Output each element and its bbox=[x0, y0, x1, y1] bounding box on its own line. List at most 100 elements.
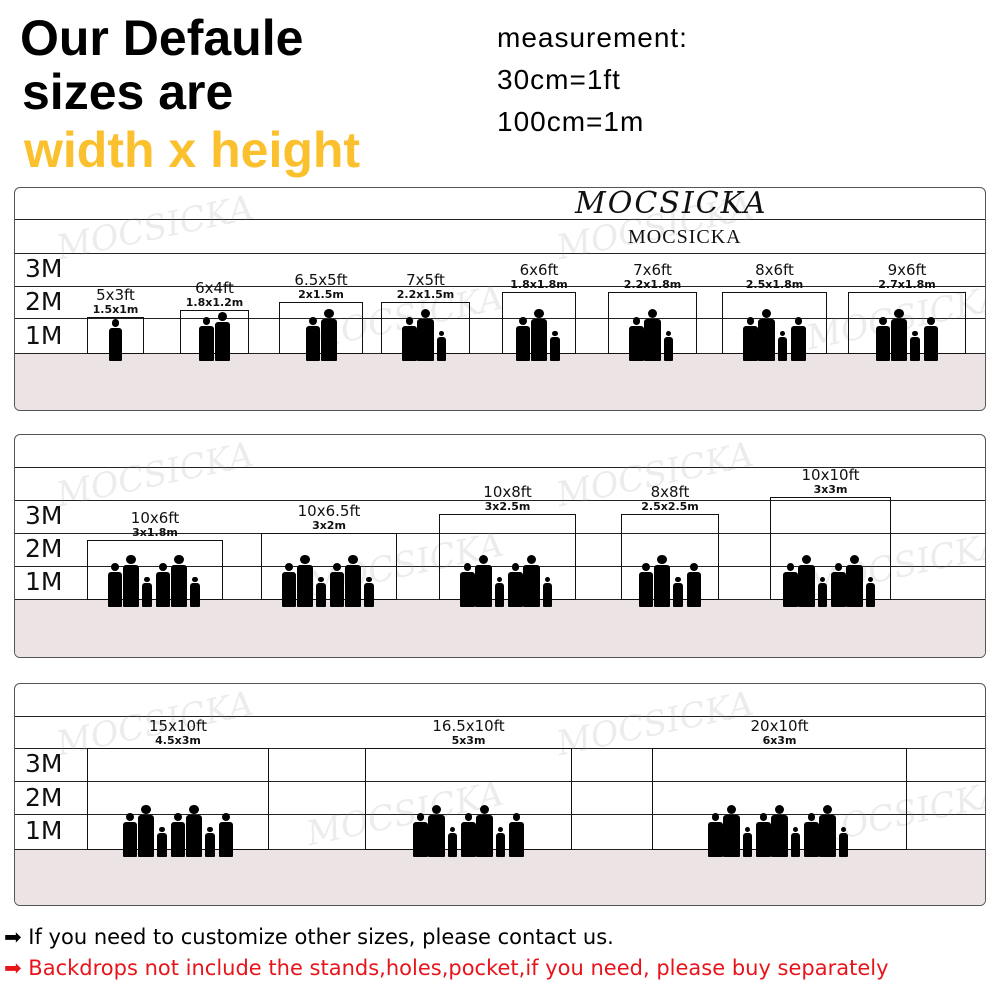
grid-line bbox=[15, 781, 985, 782]
note-text: If you need to customize other sizes, pl… bbox=[28, 925, 614, 949]
height-label-3m: 3M bbox=[25, 749, 63, 778]
person-silhouette bbox=[137, 805, 155, 857]
size-panel-2: 3M 2M 1M MOCSICKA MOCSICKA MOCSICKA MOCSICKA 10… bbox=[14, 434, 986, 658]
height-label-1m: 1M bbox=[25, 816, 63, 846]
person-silhouette bbox=[107, 563, 123, 607]
person-silhouette bbox=[320, 309, 338, 361]
measurement-m: 100cm=1m bbox=[497, 106, 645, 137]
arrow-right-icon: ➡ bbox=[4, 956, 22, 980]
size-label-ft: 6.5x5ft bbox=[294, 271, 348, 289]
person-silhouette bbox=[122, 813, 138, 857]
height-label-2m: 2M bbox=[25, 782, 63, 812]
person-silhouette bbox=[185, 805, 203, 857]
person-silhouette bbox=[542, 577, 553, 607]
size-label-m: 2.2x1.5m bbox=[396, 288, 455, 301]
person-silhouette bbox=[798, 555, 815, 607]
height-label-2m: 2M bbox=[25, 534, 63, 563]
backdrop-size-box bbox=[180, 310, 249, 354]
grid-line bbox=[15, 318, 985, 319]
size-label-m: 6x3m bbox=[762, 734, 797, 747]
person-silhouette bbox=[170, 555, 188, 607]
size-label-ft: 8x6ft bbox=[755, 261, 794, 279]
person-silhouette bbox=[638, 563, 654, 607]
size-label-ft: 8x8ft bbox=[650, 483, 690, 501]
arrow-right-icon: ➡ bbox=[4, 925, 22, 949]
person-silhouette bbox=[199, 317, 214, 361]
headline-line-1: Our Defaule bbox=[20, 10, 304, 66]
person-silhouette bbox=[461, 813, 476, 857]
measurement-ft: 30cm=1ft bbox=[497, 64, 621, 95]
person-silhouette bbox=[460, 563, 475, 607]
person-silhouette bbox=[142, 577, 152, 607]
brand-logo-script: MOCSICKA bbox=[575, 187, 768, 221]
size-label-ft: 15x10ft bbox=[149, 717, 207, 735]
person-silhouette bbox=[923, 317, 939, 361]
size-label-m: 1.8x1.8m bbox=[510, 278, 568, 291]
size-label-ft: 20x10ft bbox=[750, 717, 809, 735]
grid-line bbox=[15, 716, 985, 717]
person-silhouette bbox=[475, 555, 492, 607]
person-silhouette bbox=[494, 577, 505, 607]
size-label-ft: 7x5ft bbox=[406, 271, 445, 289]
person-silhouette bbox=[875, 317, 891, 361]
height-label-2m: 2M bbox=[25, 287, 63, 317]
person-silhouette bbox=[777, 331, 788, 361]
person-silhouette bbox=[509, 813, 524, 857]
size-panel-1: 3M 2M 1M MOCSICKA MOCSICKA MOCSICKA MOCSICKA MO… bbox=[14, 187, 986, 411]
floor bbox=[15, 849, 985, 905]
person-silhouette bbox=[629, 317, 644, 361]
person-silhouette bbox=[155, 563, 171, 607]
backdrop-size-box bbox=[261, 533, 397, 600]
grid-line bbox=[15, 253, 985, 254]
person-silhouette bbox=[758, 309, 775, 361]
person-silhouette bbox=[417, 309, 434, 361]
person-silhouette bbox=[644, 309, 661, 361]
person-silhouette bbox=[686, 563, 702, 607]
person-silhouette bbox=[653, 555, 671, 607]
size-label-ft: 7x6ft bbox=[633, 261, 672, 279]
grid-line bbox=[15, 814, 985, 815]
person-silhouette bbox=[663, 331, 674, 361]
height-label-1m: 1M bbox=[25, 567, 63, 596]
size-label-m: 5x3m bbox=[451, 734, 486, 747]
person-silhouette bbox=[742, 827, 753, 857]
person-silhouette bbox=[205, 827, 215, 857]
person-silhouette bbox=[447, 827, 458, 857]
person-silhouette bbox=[190, 577, 200, 607]
person-silhouette bbox=[218, 813, 234, 857]
height-label-3m: 3M bbox=[25, 254, 63, 283]
size-label-ft: 9x6ft bbox=[887, 261, 927, 279]
size-label-m: 3x1.8m bbox=[132, 526, 178, 539]
person-silhouette bbox=[550, 331, 560, 361]
headline-line-3: width x height bbox=[24, 122, 361, 178]
person-silhouette bbox=[910, 331, 920, 361]
size-label-m: 2x1.5m bbox=[298, 288, 344, 301]
person-silhouette bbox=[296, 555, 314, 607]
headline-line-2: sizes are bbox=[22, 64, 234, 120]
person-silhouette bbox=[281, 563, 297, 607]
brand-logo-text: MOCSICKA bbox=[628, 226, 742, 248]
size-label-m: 2.5x1.8m bbox=[745, 278, 804, 291]
person-silhouette bbox=[790, 827, 801, 857]
size-label-ft: 10x6.5ft bbox=[297, 502, 361, 520]
watermark: MOCSICKA bbox=[53, 187, 257, 269]
size-label-ft: 16.5x10ft bbox=[432, 717, 505, 735]
grid-line bbox=[15, 286, 985, 287]
person-silhouette bbox=[723, 805, 740, 857]
backdrop-size-box bbox=[770, 497, 891, 600]
height-label-3m: 3M bbox=[25, 501, 63, 530]
watermark: MOCSICKA bbox=[53, 434, 257, 516]
grid-line bbox=[15, 533, 985, 534]
grid-line bbox=[15, 219, 985, 220]
person-silhouette bbox=[495, 827, 506, 857]
person-silhouette bbox=[305, 317, 321, 361]
person-silhouette bbox=[846, 555, 863, 607]
person-silhouette bbox=[530, 309, 548, 361]
person-silhouette bbox=[402, 317, 417, 361]
person-silhouette bbox=[170, 813, 186, 857]
grid-line bbox=[15, 500, 985, 501]
person-silhouette bbox=[344, 555, 362, 607]
grid-line bbox=[15, 566, 985, 567]
person-silhouette bbox=[817, 577, 828, 607]
size-label-ft: 10x8ft bbox=[483, 483, 532, 501]
